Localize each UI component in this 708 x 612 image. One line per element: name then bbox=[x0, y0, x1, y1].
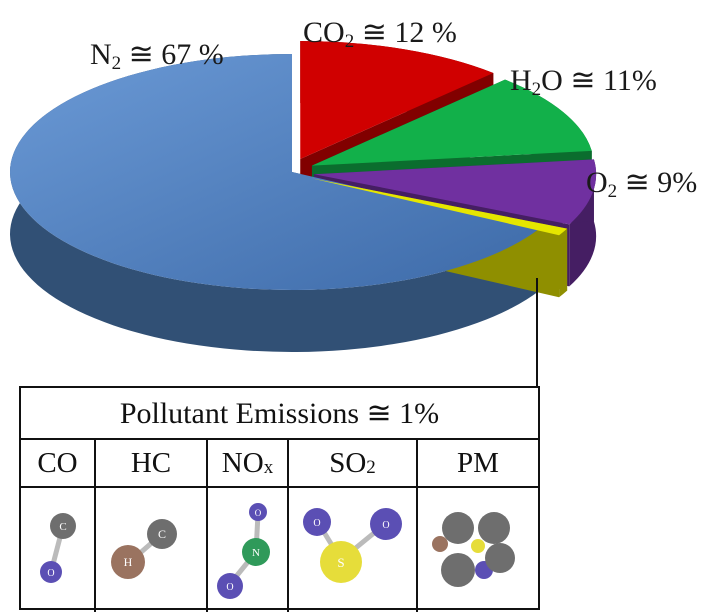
nitrogen-atom-icon bbox=[242, 538, 270, 566]
pie-slices bbox=[9, 40, 597, 290]
pollutant-molecule-row: C O C H O N O bbox=[21, 488, 538, 612]
hydrogen-atom-icon bbox=[111, 545, 145, 579]
svg-text:C: C bbox=[158, 527, 166, 541]
molecule-so2-cell: O O S bbox=[289, 488, 418, 612]
svg-text:O: O bbox=[255, 508, 262, 518]
oxygen-atom-icon bbox=[249, 503, 267, 521]
pie-side-o2 bbox=[569, 159, 597, 287]
carbon-atom-icon bbox=[442, 512, 474, 544]
svg-text:N: N bbox=[252, 547, 260, 559]
oxygen-atom-icon bbox=[370, 508, 402, 540]
pm-particle-icon bbox=[432, 512, 515, 587]
pollutant-table: Pollutant Emissions ≅ 1% CO HC NO x SO 2 P… bbox=[19, 386, 540, 612]
slice-label-o2: O2 ≅ 9% bbox=[586, 166, 697, 202]
pie-slice-n2 bbox=[9, 54, 540, 290]
carbon-atom-icon bbox=[50, 513, 76, 539]
molecule-pm-cell bbox=[418, 488, 538, 612]
oxygen-atom-icon bbox=[303, 508, 331, 536]
svg-text:O: O bbox=[47, 568, 54, 579]
pie-slice-h2o bbox=[311, 79, 592, 166]
molecule-nox-cell: O N O bbox=[208, 488, 289, 612]
pollutant-table-title: Pollutant Emissions ≅ 1% bbox=[21, 388, 538, 440]
svg-text:O: O bbox=[313, 518, 320, 529]
pie-chart: N2 ≅ 67 % CO2 ≅ 12 % H2O ≅ 11% O2 ≅ 9% bbox=[9, 16, 697, 353]
header-pm: PM bbox=[457, 446, 499, 479]
svg-text:H: H bbox=[124, 555, 133, 569]
pie-slice-pollutants bbox=[311, 178, 568, 236]
header-hc: HC bbox=[96, 440, 208, 486]
so2-molecule-icon: O O S bbox=[303, 508, 402, 583]
slice-label-h2o: H2O ≅ 11% bbox=[510, 64, 657, 100]
molecule-hc-cell: C H bbox=[96, 488, 208, 612]
svg-text:O: O bbox=[226, 582, 233, 593]
pie-slice-co2 bbox=[300, 40, 494, 159]
sulfur-atom-icon bbox=[320, 541, 362, 583]
slice-label-co2: CO2 ≅ 12 % bbox=[303, 16, 457, 52]
carbon-atom-icon bbox=[147, 519, 177, 549]
svg-text:O: O bbox=[382, 520, 389, 531]
carbon-atom-icon bbox=[478, 512, 510, 544]
svg-text:C: C bbox=[59, 521, 66, 533]
hc-molecule-icon: C H bbox=[111, 519, 177, 579]
pollutant-leader-line bbox=[536, 278, 538, 388]
header-nox: NO x bbox=[208, 440, 289, 486]
oxygen-atom-icon bbox=[40, 561, 62, 583]
sulfur-atom-icon bbox=[471, 539, 485, 553]
svg-text:S: S bbox=[337, 555, 344, 570]
header-so2: SO 2 bbox=[289, 440, 418, 486]
nox-molecule-icon: O N O bbox=[217, 503, 270, 599]
molecule-co-cell: C O bbox=[21, 488, 96, 612]
slice-label-n2: N2 ≅ 67 % bbox=[90, 38, 224, 74]
oxygen-atom-icon bbox=[217, 573, 243, 599]
hydrogen-atom-icon bbox=[432, 536, 448, 552]
pie-slice-o2 bbox=[314, 159, 597, 225]
carbon-atom-icon bbox=[441, 553, 475, 587]
pollutant-header-row: CO HC NO x SO 2 PM bbox=[21, 440, 538, 488]
co-molecule-icon: C O bbox=[40, 513, 76, 583]
carbon-atom-icon bbox=[485, 543, 515, 573]
header-co: CO bbox=[21, 440, 96, 486]
